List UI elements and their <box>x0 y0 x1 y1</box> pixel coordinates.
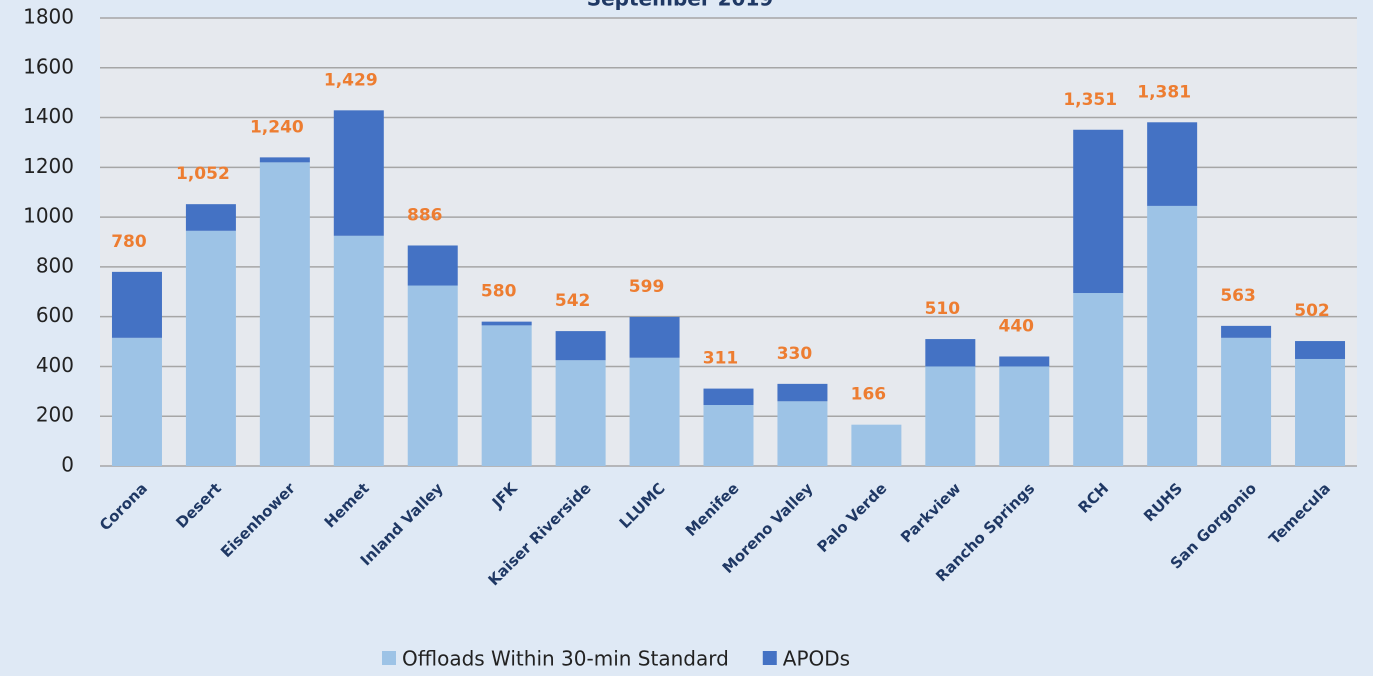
bar-segment <box>407 245 458 286</box>
bar-segment <box>777 383 828 402</box>
bar-segment <box>111 337 162 466</box>
legend-swatch <box>762 651 777 665</box>
y-tick-label: 800 <box>36 253 74 277</box>
y-tick-label: 1200 <box>23 154 74 178</box>
x-tick-label: Parkview <box>897 479 964 546</box>
total-label: 886 <box>407 205 443 225</box>
bar-segment <box>1073 129 1124 294</box>
bar-segment <box>1073 293 1124 466</box>
x-tick-label: RCH <box>1075 479 1113 517</box>
bar-segment <box>777 401 828 466</box>
legend-swatch <box>382 651 396 665</box>
bar-segment <box>1295 358 1346 466</box>
y-tick-label: 1800 <box>23 5 74 29</box>
total-label: 580 <box>481 282 517 302</box>
y-tick-label: 0 <box>61 453 74 477</box>
x-tick-label: Desert <box>172 479 225 532</box>
bar-segment <box>481 325 532 466</box>
total-label: 311 <box>703 349 739 369</box>
bar-segment <box>555 360 606 466</box>
bar-segment <box>555 331 606 361</box>
total-label: 510 <box>925 299 961 319</box>
total-label: 1,381 <box>1137 82 1191 102</box>
bar-segment <box>111 271 162 338</box>
bar-segment <box>1221 337 1272 466</box>
y-tick-label: 600 <box>36 303 74 327</box>
y-tick-label: 200 <box>36 403 74 427</box>
bar-segment <box>185 230 236 466</box>
bar-segment <box>259 162 310 466</box>
chart-title: September 2019 <box>587 0 774 11</box>
total-label: 1,052 <box>176 164 230 184</box>
x-tick-label: Corona <box>96 479 151 534</box>
total-label: 542 <box>555 291 591 311</box>
x-tick-label: JFK <box>488 478 522 512</box>
total-label: 502 <box>1294 301 1330 321</box>
bar-segment <box>259 157 310 163</box>
bar-segment <box>851 424 902 466</box>
bar-segment <box>999 356 1050 367</box>
y-tick-label: 1000 <box>23 204 74 228</box>
bar-segment <box>925 339 976 367</box>
x-tick-label: Eisenhower <box>217 479 299 561</box>
y-tick-label: 1600 <box>23 54 74 78</box>
total-label: 563 <box>1220 286 1256 306</box>
x-tick-label: Menifee <box>682 479 743 540</box>
bar-segment <box>703 388 754 406</box>
bar-segment <box>1221 325 1272 338</box>
y-tick-label: 1400 <box>23 104 74 128</box>
x-tick-label: RUHS <box>1140 479 1186 525</box>
x-tick-label: Palo Verde <box>814 479 891 556</box>
x-tick-label: Hemet <box>321 479 373 531</box>
bar-segment <box>629 316 680 358</box>
total-label: 780 <box>111 232 147 252</box>
bar-segment <box>333 235 384 466</box>
legend-label: APODs <box>783 647 850 671</box>
bar-segment <box>1147 122 1198 206</box>
total-label: 599 <box>629 277 665 297</box>
total-label: 166 <box>851 385 887 405</box>
bar-segment <box>407 285 458 466</box>
total-label: 1,351 <box>1063 90 1117 110</box>
total-label: 1,240 <box>250 117 304 137</box>
bar-segment <box>481 321 532 326</box>
x-tick-label: Temecula <box>1265 479 1334 548</box>
bar-segment <box>1295 341 1346 359</box>
bar-segment <box>185 204 236 231</box>
total-label: 1,429 <box>324 70 378 90</box>
legend-label: Offloads Within 30-min Standard <box>402 647 729 671</box>
bar-segment <box>925 366 976 466</box>
bar-segment <box>703 405 754 466</box>
bar-segment <box>999 366 1050 466</box>
x-tick-label: LLUMC <box>616 479 669 532</box>
total-label: 440 <box>999 316 1035 336</box>
total-label: 330 <box>777 344 813 364</box>
bar-segment <box>333 110 384 236</box>
y-tick-label: 400 <box>36 353 74 377</box>
bar-segment <box>1147 205 1198 466</box>
bar-segment <box>629 357 680 466</box>
